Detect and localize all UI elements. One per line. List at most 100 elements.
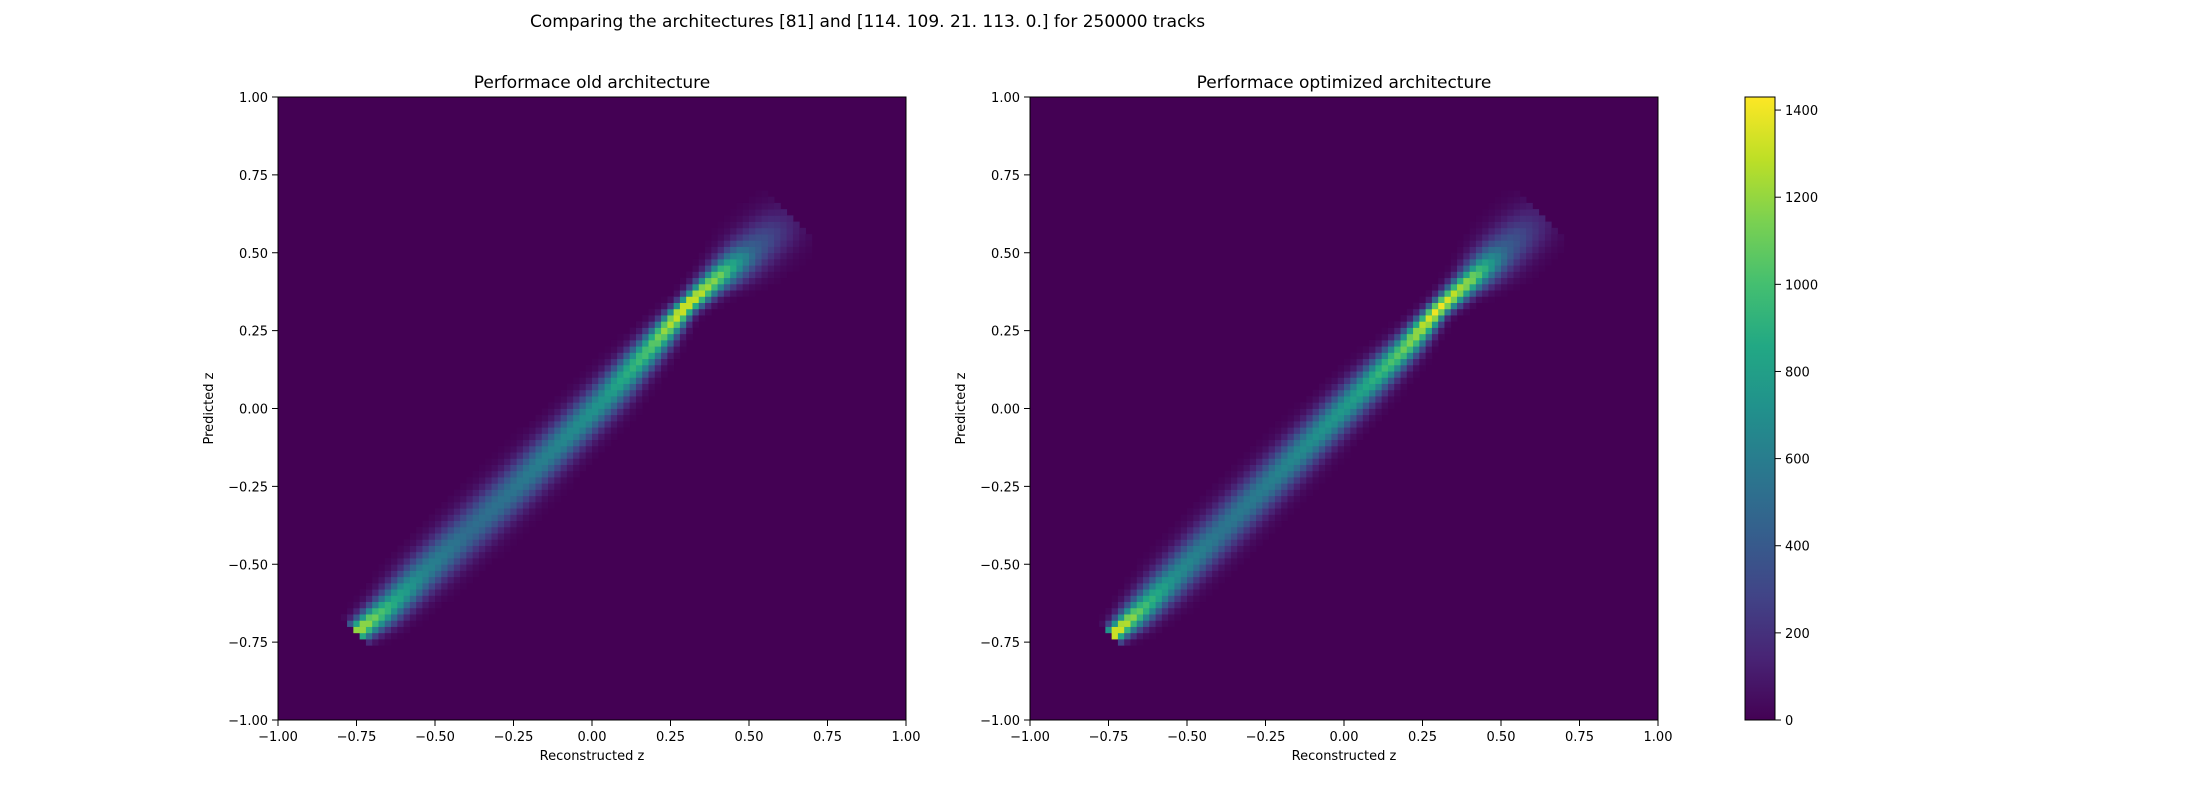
heatmap-cell [491,526,499,534]
heatmap-cell [767,277,775,285]
heatmap-cell [799,234,806,241]
heatmap-cell [1463,308,1470,316]
heatmap-cell [1400,333,1408,341]
heatmap-cell [1306,414,1313,422]
heatmap-cell [642,371,649,378]
heatmap-cell [1400,383,1408,391]
heatmap-cell [1199,520,1207,528]
heatmap-cell [1143,620,1150,627]
heatmap-cell [1519,258,1527,266]
heatmap-cell [1300,420,1307,428]
heatmap-cell [742,283,750,291]
heatmap-cell [1494,246,1502,254]
heatmap-cell [1457,258,1464,266]
heatmap-cell [1180,582,1188,590]
heatmap-cell [372,589,379,596]
heatmap-cell [1174,601,1182,609]
heatmap-cell [378,601,386,609]
heatmap-cell [1331,439,1339,447]
heatmap-cell [1387,358,1395,366]
heatmap-cell [554,489,561,497]
heatmap-cell [698,271,706,279]
heatmap-cell [504,545,511,553]
heatmap-cell [1526,246,1533,254]
heatmap-cell [1237,477,1244,484]
heatmap-cell [1212,520,1219,528]
heatmap-cell [1143,564,1150,571]
heatmap-cell [510,533,518,540]
heatmap-cell [548,408,555,416]
heatmap-cell [1293,408,1301,416]
heatmap-cell [447,558,455,565]
heatmap-cell [516,508,524,515]
heatmap-cell [422,520,430,528]
heatmap-cell [629,402,637,409]
heatmap-cell [548,464,555,472]
heatmap-cell [1444,283,1452,291]
heatmap-cell [1482,221,1489,229]
x-tick-label: 0.25 [656,730,685,745]
heatmap-cell [1130,639,1138,646]
heatmap-cell [1187,601,1194,609]
heatmap-cell [1187,607,1194,615]
heatmap-cell [397,582,404,590]
heatmap-cell [767,234,775,241]
heatmap-cell [1155,539,1163,546]
heatmap-cell [1494,265,1502,272]
heatmap-cell [1300,495,1307,503]
heatmap-cell [585,364,593,372]
heatmap-cell [1161,533,1169,540]
heatmap-cell [554,477,561,484]
heatmap-cell [1205,545,1213,553]
heatmap-cell [673,333,681,341]
heatmap-cell [1130,595,1138,603]
heatmap-cell [780,221,788,229]
heatmap-cell [1205,501,1213,509]
heatmap-cell [460,539,467,546]
heatmap-cell [1431,302,1439,310]
heatmap-cell [592,364,599,372]
heatmap-cell [403,570,411,578]
heatmap-cell [1431,339,1439,347]
heatmap-cell [1256,477,1263,484]
heatmap-cell [453,501,461,509]
heatmap-cell [472,520,480,528]
heatmap-cell [1406,315,1414,322]
heatmap-cell [667,296,675,303]
heatmap-cell [1400,339,1408,347]
heatmap-cell [1205,570,1213,578]
heatmap-cell [673,321,681,328]
heatmap-cell [1369,364,1376,372]
heatmap-cell [761,234,769,241]
y-axis-label: Predicted z [202,372,217,444]
heatmap-cell [1325,414,1332,422]
heatmap-cell [1551,246,1558,254]
heatmap-cell [1281,514,1288,522]
heatmap-cell [460,526,467,534]
heatmap-cell [372,632,379,640]
y-tick-label: −0.50 [228,558,268,573]
heatmap-cell [1337,427,1345,434]
heatmap-cell [579,402,587,409]
heatmap-cell [359,620,367,627]
heatmap-cell [585,396,593,403]
heatmap-cell [623,346,631,353]
heatmap-cell [378,607,386,615]
heatmap-cell [717,227,725,235]
heatmap-cell [579,464,587,472]
heatmap-cell [623,377,631,384]
colorbar-gradient [1744,96,1776,721]
heatmap-cell [1394,339,1401,347]
heatmap-cell [1174,595,1182,603]
heatmap-cell [1318,402,1326,409]
heatmap-cell [435,526,442,534]
heatmap-cell [755,246,762,254]
heatmap-cell [1256,533,1263,540]
heatmap-cell [585,439,593,447]
y-tick-label: −0.75 [228,636,268,651]
heatmap-cell [1519,252,1527,260]
heatmap-cell [1230,564,1238,571]
heatmap-cell [648,383,656,391]
heatmap-cell [1155,595,1163,603]
heatmap-cell [1350,352,1357,360]
